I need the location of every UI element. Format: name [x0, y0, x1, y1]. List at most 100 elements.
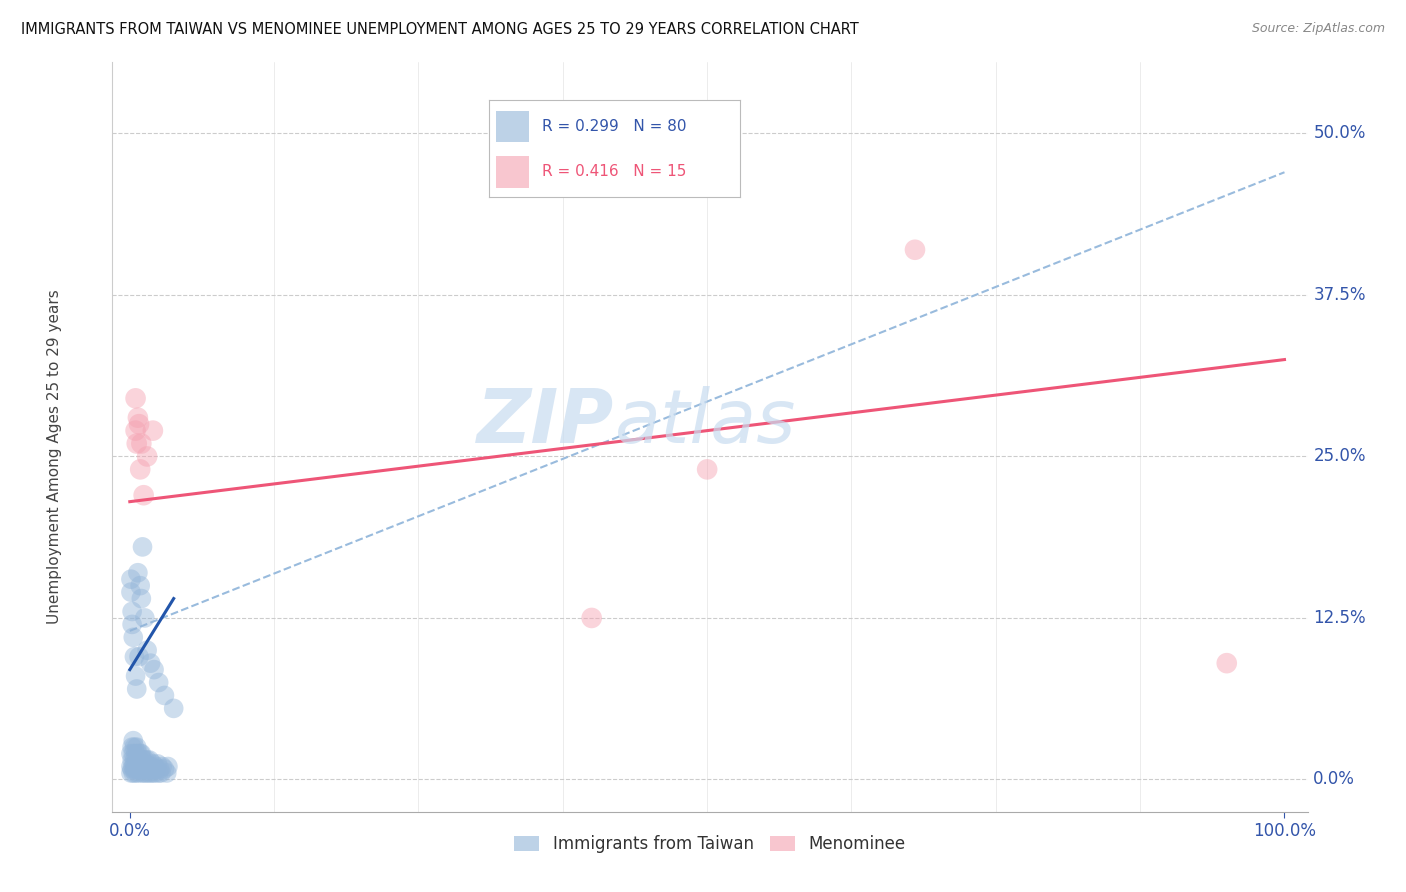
Point: [146, 756, 169, 771]
Text: 25.0%: 25.0%: [1313, 448, 1365, 466]
Point: [150, 759, 173, 773]
Point: [124, 753, 146, 767]
Text: Source: ZipAtlas.com: Source: ZipAtlas.com: [1251, 22, 1385, 36]
Point: [136, 759, 159, 773]
Point: [127, 759, 149, 773]
Point: [120, 572, 142, 586]
Point: [124, 759, 146, 773]
Point: [153, 689, 176, 703]
Point: [120, 747, 142, 761]
Point: [134, 611, 156, 625]
Point: [141, 762, 163, 776]
Point: [142, 756, 165, 771]
Point: [129, 462, 152, 476]
Point: [131, 759, 153, 773]
Text: 12.5%: 12.5%: [1313, 609, 1367, 627]
Point: [148, 766, 170, 780]
Point: [127, 747, 149, 761]
Point: [127, 410, 149, 425]
Text: 0.0%: 0.0%: [1313, 771, 1355, 789]
Point: [143, 759, 166, 773]
Point: [139, 766, 162, 780]
Text: ZIP: ZIP: [477, 385, 614, 458]
Point: [156, 759, 179, 773]
Point: [128, 762, 150, 776]
Point: [139, 656, 162, 670]
Point: [124, 740, 146, 755]
Point: [129, 747, 152, 761]
Point: [136, 753, 159, 767]
Point: [128, 417, 150, 432]
Point: [131, 766, 153, 780]
Point: [581, 611, 603, 625]
Text: 37.5%: 37.5%: [1313, 286, 1365, 304]
Point: [131, 540, 153, 554]
Point: [132, 756, 155, 771]
Point: [696, 462, 718, 476]
Point: [134, 753, 156, 767]
Text: Unemployment Among Ages 25 to 29 years: Unemployment Among Ages 25 to 29 years: [48, 289, 62, 624]
Point: [143, 766, 166, 780]
Point: [120, 766, 142, 780]
Point: [121, 617, 143, 632]
Text: atlas: atlas: [614, 386, 796, 458]
Point: [128, 753, 150, 767]
Point: [122, 630, 145, 644]
Point: [124, 424, 146, 438]
Point: [138, 762, 160, 776]
Point: [131, 762, 153, 776]
Point: [139, 759, 162, 773]
Point: [125, 762, 148, 776]
Point: [163, 701, 186, 715]
Point: [122, 733, 145, 747]
Point: [145, 762, 167, 776]
Point: [142, 424, 165, 438]
Point: [121, 753, 143, 767]
Point: [124, 747, 146, 761]
Point: [148, 675, 170, 690]
Point: [156, 766, 179, 780]
Point: [125, 436, 148, 450]
Point: [131, 753, 153, 767]
Point: [136, 643, 159, 657]
Text: IMMIGRANTS FROM TAIWAN VS MENOMINEE UNEMPLOYMENT AMONG AGES 25 TO 29 YEARS CORRE: IMMIGRANTS FROM TAIWAN VS MENOMINEE UNEM…: [21, 22, 859, 37]
Point: [149, 766, 172, 780]
Point: [153, 762, 176, 776]
Point: [696, 127, 718, 141]
Point: [124, 392, 146, 406]
Point: [120, 585, 142, 599]
Point: [904, 243, 927, 257]
Point: [125, 681, 148, 696]
Point: [136, 762, 159, 776]
Point: [129, 759, 152, 773]
Point: [131, 436, 153, 450]
Point: [136, 450, 159, 464]
Point: [142, 766, 165, 780]
Point: [124, 649, 146, 664]
Point: [127, 766, 149, 780]
Point: [125, 740, 148, 755]
Point: [122, 766, 145, 780]
Point: [131, 747, 153, 761]
Point: [127, 566, 149, 580]
Point: [124, 766, 146, 780]
Point: [135, 756, 157, 771]
Point: [124, 669, 146, 683]
Point: [124, 762, 146, 776]
Point: [131, 591, 153, 606]
Point: [134, 762, 156, 776]
Point: [121, 605, 143, 619]
Legend: Immigrants from Taiwan, Menominee: Immigrants from Taiwan, Menominee: [508, 829, 912, 860]
Point: [121, 740, 143, 755]
Point: [132, 766, 155, 780]
Point: [136, 766, 159, 780]
Point: [149, 762, 172, 776]
Point: [132, 488, 155, 502]
Point: [120, 759, 142, 773]
Point: [135, 766, 157, 780]
Text: 50.0%: 50.0%: [1313, 125, 1365, 143]
Point: [1216, 656, 1239, 670]
Point: [143, 663, 166, 677]
Point: [138, 753, 160, 767]
Point: [121, 762, 143, 776]
